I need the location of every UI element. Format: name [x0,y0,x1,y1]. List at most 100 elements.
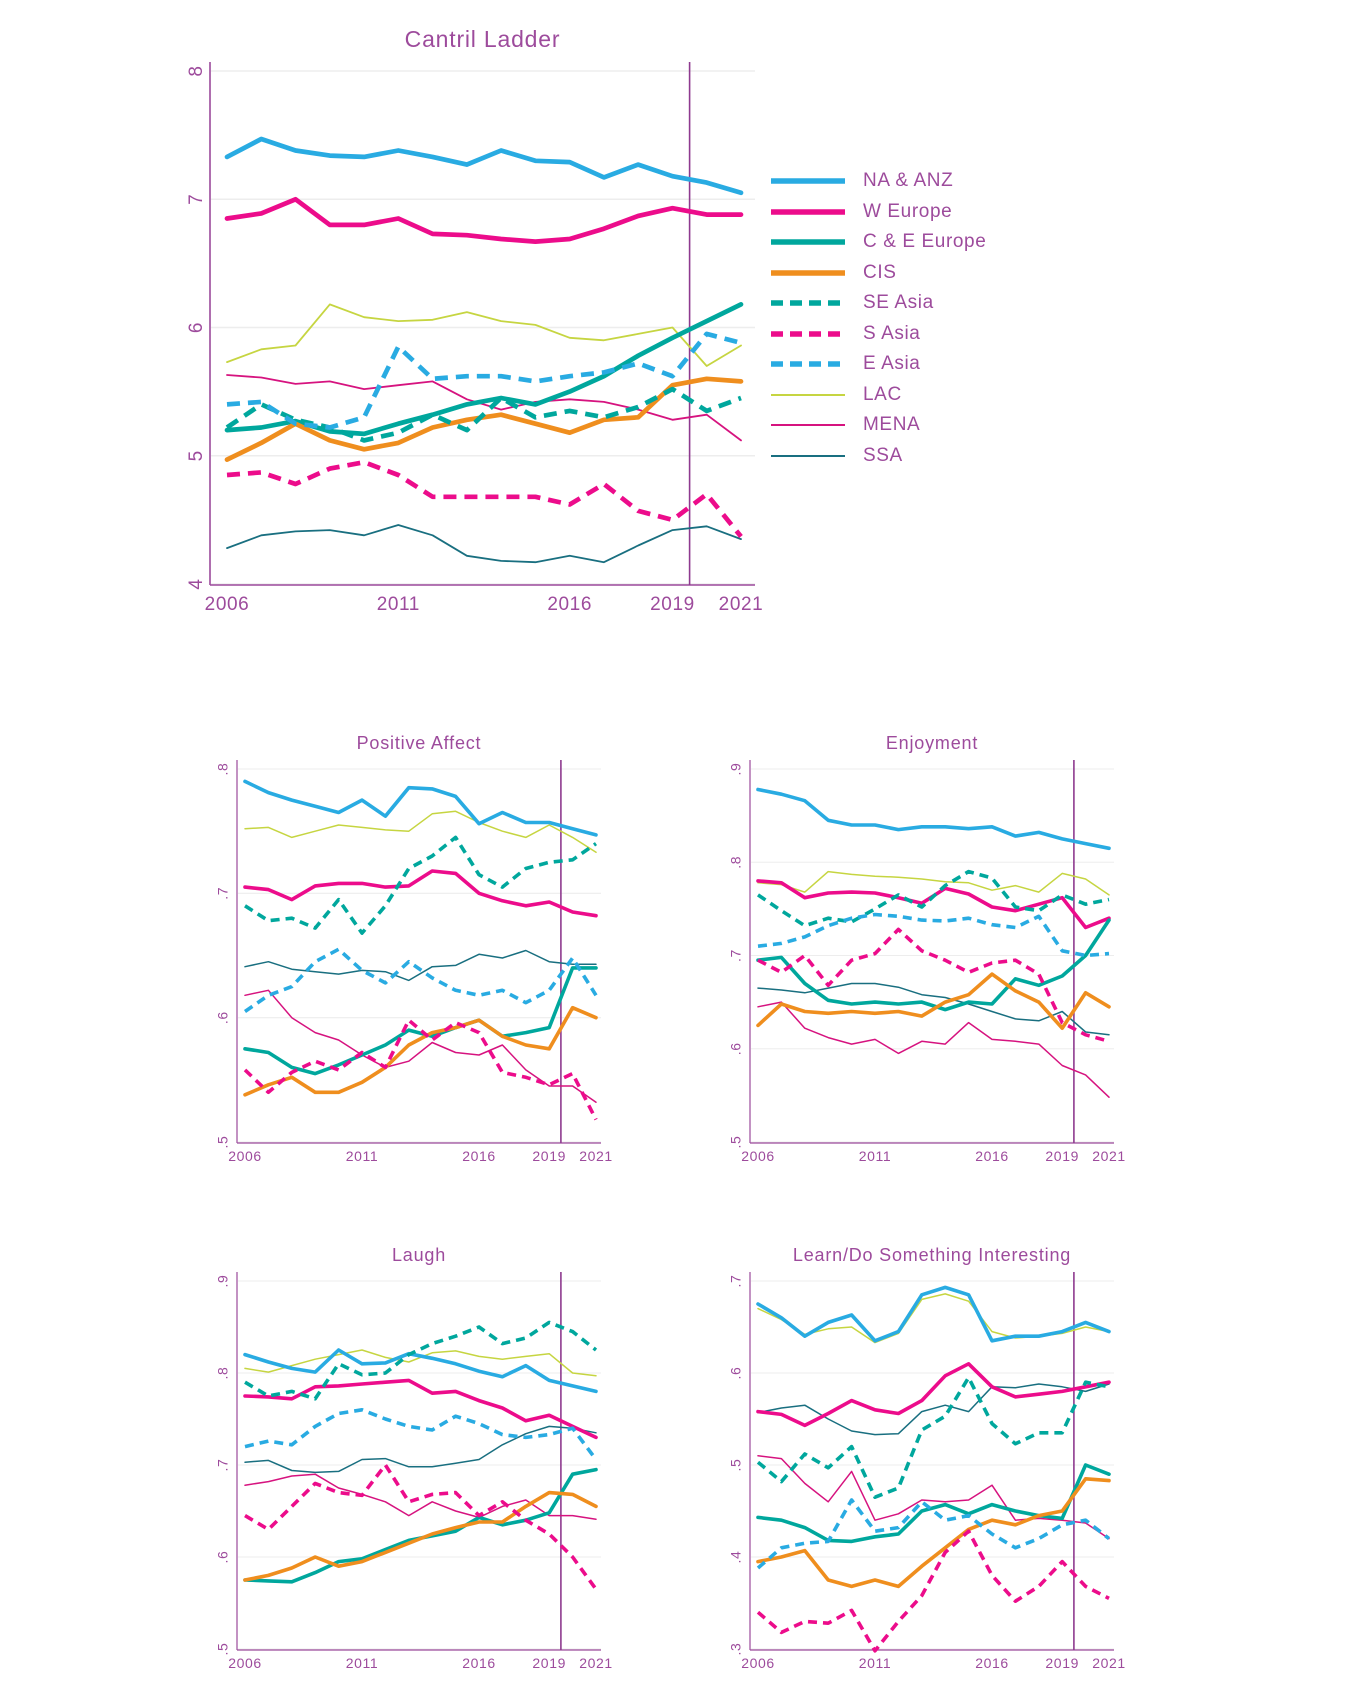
x-tick-label: 2011 [346,1148,379,1164]
series-line-s_asia [757,927,1110,1044]
series-line-na_anz [756,787,1111,851]
y-tick-label: .4 [728,1551,744,1564]
x-tick-label: 2016 [975,1655,1009,1671]
legend-label-s_asia: S Asia [863,322,921,344]
legend-item-ssa: SSA [770,441,986,472]
series-line-e_asia [756,1498,1111,1570]
series-line-ssa [226,524,742,564]
series-line-w_europe [756,1362,1111,1428]
x-tick-label: 2019 [650,594,695,615]
y-tick-label: .8 [215,763,231,776]
legend-label-mena: MENA [863,414,921,436]
x-tick-label: 2019 [532,1148,566,1164]
x-tick-label: 2021 [1092,1148,1126,1164]
y-tick-label: 7 [186,194,207,205]
y-tick-label: .3 [728,1643,744,1656]
x-tick-label: 2006 [228,1148,262,1164]
y-tick-label: .7 [215,887,231,900]
series-line-se_asia [244,835,598,935]
y-tick-label: .5 [728,1136,744,1149]
series-line-s_asia [226,459,743,538]
legend-item-mena: MENA [770,410,986,441]
x-tick-label: 2011 [859,1148,892,1164]
legend-item-w_europe: W Europe [770,197,986,228]
series-line-c_e_europe [756,1463,1111,1544]
y-tick-label: .7 [728,949,744,962]
series-line-lac [757,870,1110,896]
legend-swatch-e_asia [771,361,845,367]
y-tick-label: .7 [728,1275,744,1288]
x-tick-label: 2011 [377,594,420,615]
series-line-mena [757,1001,1110,1098]
series-line-na_anz [243,1348,598,1394]
series-line-ssa [757,1383,1110,1436]
legend-swatch-lac [771,393,845,396]
series-line-mena [244,1473,597,1521]
legend-label-cis: CIS [863,261,897,283]
legend-label-ssa: SSA [863,444,903,466]
series-line-s_asia [244,1463,598,1591]
legend-swatch-cis [771,270,845,276]
series-line-mena [244,989,597,1103]
series-line-cis [243,1490,598,1582]
y-tick-label: .9 [728,763,744,776]
legend-swatch-se_asia [771,300,845,306]
x-tick-label: 2021 [1092,1655,1126,1671]
series-line-w_europe [243,1378,598,1440]
x-tick-label: 2021 [579,1148,613,1164]
legend-swatch-w_europe [771,209,845,215]
chart-title-enjoyment: Enjoyment [885,733,979,753]
series-line-lac [757,1293,1110,1344]
x-tick-label: 2006 [741,1655,775,1671]
x-tick-label: 2006 [205,594,250,615]
x-tick-label: 2011 [346,1655,379,1671]
legend-label-w_europe: W Europe [863,200,953,222]
series-line-se_asia [756,869,1110,928]
y-tick-label: 5 [186,450,207,461]
series-line-mena [226,374,742,442]
y-tick-label: .6 [215,1011,231,1024]
x-tick-label: 2016 [462,1148,496,1164]
series-line-e_asia [243,947,598,1013]
legend-item-s_asia: S Asia [770,319,986,350]
series-line-lac [226,303,742,367]
x-tick-label: 2019 [1045,1148,1079,1164]
x-tick-label: 2011 [859,1655,892,1671]
y-tick-label: 8 [186,65,207,76]
y-tick-label: .5 [728,1459,744,1472]
legend-item-cis: CIS [770,258,986,289]
series-line-cis [224,376,744,462]
x-tick-label: 2019 [1045,1655,1079,1671]
legend-label-e_asia: E Asia [863,353,921,375]
series-line-ssa [244,949,597,982]
legend-item-se_asia: SE Asia [770,288,986,319]
chart-title-laugh: Laugh [391,1245,447,1265]
y-tick-label: .5 [215,1643,231,1656]
series-line-ssa [244,1425,597,1474]
chart-title-cantril-ladder: Cantril Ladder [404,26,561,52]
x-tick-label: 2019 [532,1655,566,1671]
legend-item-e_asia: E Asia [770,349,986,380]
y-tick-label: .6 [728,1367,744,1380]
series-line-w_europe [224,196,744,244]
series-line-se_asia [225,386,742,443]
x-tick-label: 2016 [547,594,592,615]
legend-label-se_asia: SE Asia [863,292,934,314]
series-line-se_asia [756,1375,1110,1499]
legend-swatch-s_asia [771,331,845,337]
series-line-cis [756,972,1111,1030]
x-tick-label: 2006 [228,1655,262,1671]
y-tick-label: .8 [215,1367,231,1380]
series-line-mena [757,1455,1110,1540]
y-tick-label: .8 [728,856,744,869]
series-line-s_asia [243,1018,598,1121]
chart-title-learn-do-something-interesting: Learn/Do Something Interesting [792,1245,1072,1265]
y-tick-label: .6 [215,1551,231,1564]
series-line-e_asia [226,331,742,430]
series-line-na_anz [224,136,744,196]
legend-label-lac: LAC [863,383,902,405]
y-tick-label: 4 [186,578,207,589]
series-line-cis [756,1477,1111,1589]
